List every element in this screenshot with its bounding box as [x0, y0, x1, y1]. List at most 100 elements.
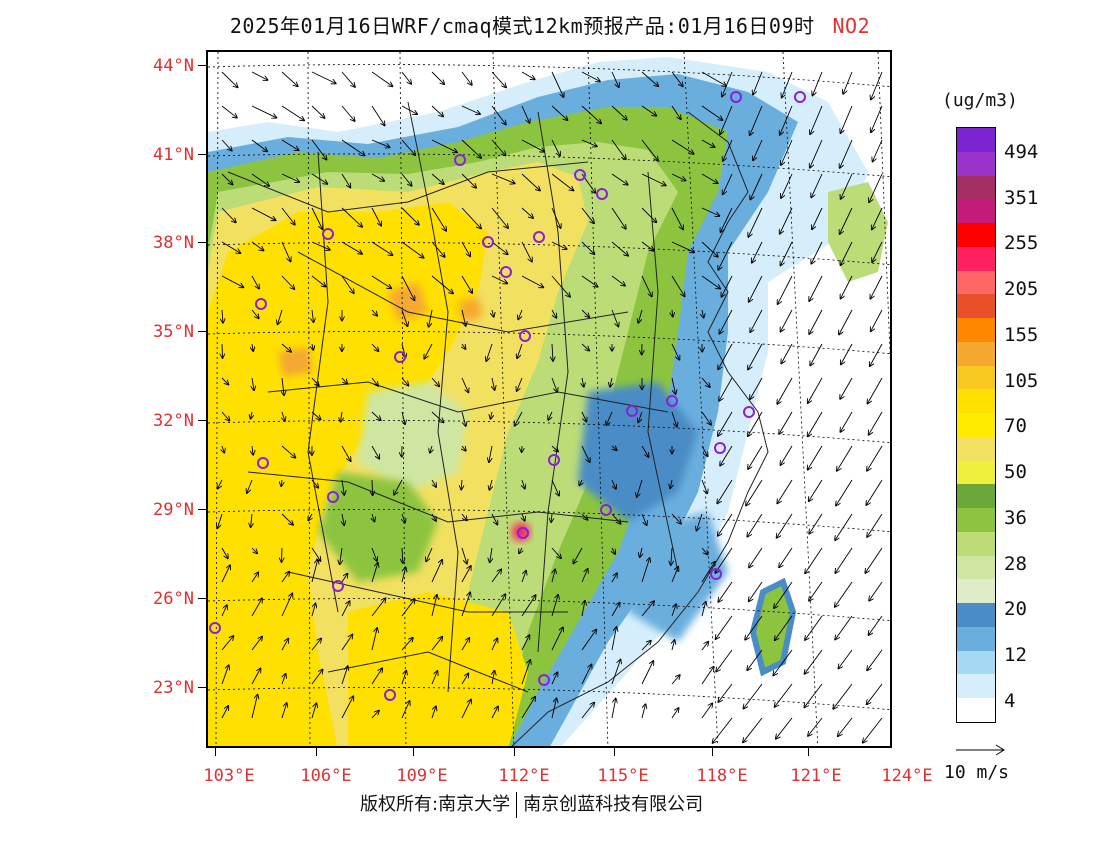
city-marker: [257, 457, 269, 469]
wind-arrow: [581, 703, 594, 719]
wind-arrow: [775, 615, 793, 640]
city-marker: [327, 491, 339, 503]
wind-arrow: [251, 598, 262, 617]
wind-arrow: [401, 241, 424, 258]
boundaries: [227, 101, 769, 746]
wind-arrow: [341, 696, 353, 719]
wind-arrow: [720, 105, 733, 134]
colorbar-segment: [957, 650, 995, 675]
wind-arrow: [221, 71, 238, 87]
wind-arrow: [722, 71, 733, 97]
wind-arrow: [431, 71, 444, 84]
wind-arrow: [431, 637, 442, 651]
wind-arrow: [840, 139, 853, 168]
cb-label: 70: [1004, 415, 1027, 437]
wind-arrow: [721, 275, 733, 297]
wind-arrow: [461, 241, 470, 256]
wind-arrow: [341, 275, 354, 293]
wind-arrow: [311, 275, 326, 287]
wind-arrow: [773, 649, 793, 675]
colorbar-segment: [957, 579, 995, 603]
wind-arrow: [866, 479, 883, 505]
wind-arrow: [871, 71, 883, 100]
colorbar-segment: [957, 294, 995, 318]
wind-arrow: [641, 241, 654, 251]
wind-arrow: [811, 241, 823, 264]
wind-arrow: [551, 479, 559, 496]
wind-reference-label: 10 m/s: [944, 762, 1010, 783]
wind-arrow: [808, 445, 823, 470]
wind-arrow: [461, 479, 462, 490]
city-marker: [730, 91, 742, 103]
wind-arrow: [701, 667, 714, 685]
wind-arrow: [551, 241, 567, 249]
colorbar-segment: [957, 223, 995, 247]
cb-label: 12: [1004, 644, 1027, 666]
wind-arrow: [221, 105, 237, 118]
lon-tick: [215, 748, 216, 756]
wind-arrow: [281, 275, 294, 289]
wind-reference-arrow: [956, 744, 1005, 756]
wind-arrow: [281, 572, 289, 583]
wind-arrow: [867, 649, 883, 670]
wind-arrow: [701, 703, 712, 719]
wind-arrow: [551, 71, 564, 97]
wind-arrow: [311, 71, 336, 83]
wind-arrow: [718, 513, 733, 536]
wind-arrow: [701, 547, 708, 554]
wind-arrow: [581, 275, 598, 287]
wind-arrow: [252, 445, 253, 455]
lon-label-115e: 115°E: [597, 766, 649, 786]
wind-arrow: [372, 513, 375, 521]
wind-arrow: [808, 717, 823, 736]
wind-arrow: [517, 343, 523, 358]
wind-arrow: [841, 343, 853, 364]
colorbar-segment: [957, 175, 995, 200]
wind-arrow: [718, 581, 733, 602]
wind-arrow: [716, 615, 733, 639]
wind-arrow: [718, 411, 733, 436]
wind-arrow: [867, 683, 883, 704]
wind-arrow: [491, 513, 497, 525]
wind-arrow: [835, 615, 853, 640]
credit-separator: [516, 792, 518, 818]
wind-arrow: [641, 139, 658, 161]
wind-arrow: [671, 567, 678, 583]
title-text: 2025年01月16日WRF/cmaq模式12km预报产品:01月16日09时: [229, 14, 815, 38]
lat-label-23n: 23°N: [153, 678, 194, 698]
wind-arrow: [840, 207, 853, 234]
colorbar-segment: [957, 460, 995, 485]
wind-arrow: [869, 173, 883, 202]
lon-tick: [514, 748, 515, 756]
wind-arrow: [251, 411, 252, 419]
city-marker: [517, 527, 529, 539]
cb-label: 20: [1004, 598, 1027, 620]
wind-arrow: [552, 343, 553, 361]
wind-arrow: [867, 445, 883, 471]
wind-arrow: [865, 547, 883, 573]
wind-arrow: [745, 615, 763, 640]
wind-arrow: [670, 479, 672, 488]
credit-right: 南京创蓝科技有限公司: [523, 794, 704, 815]
wind-arrow: [371, 598, 386, 617]
colorbar: [956, 127, 996, 723]
wind-arrow: [461, 105, 480, 114]
wind-arrow: [582, 377, 584, 387]
wind-arrow: [371, 343, 379, 351]
wind-arrow: [401, 701, 410, 719]
wind-arrow: [809, 275, 823, 301]
wind-arrow: [781, 173, 793, 198]
wind-arrow: [671, 708, 679, 719]
wind-arrow: [611, 275, 625, 286]
wind-arrow: [748, 411, 763, 436]
wind-arrow: [221, 411, 230, 421]
wind-arrow: [611, 627, 616, 651]
wind-arrow: [612, 446, 617, 450]
lat-label-44n: 44°N: [153, 56, 194, 76]
wind-arrow: [611, 71, 619, 87]
wind-arrow: [371, 275, 391, 288]
lon-label-109e: 109°E: [396, 766, 448, 786]
wind-arrow: [371, 105, 385, 125]
wind-arrow: [251, 637, 262, 651]
cb-label: 105: [1004, 370, 1039, 392]
